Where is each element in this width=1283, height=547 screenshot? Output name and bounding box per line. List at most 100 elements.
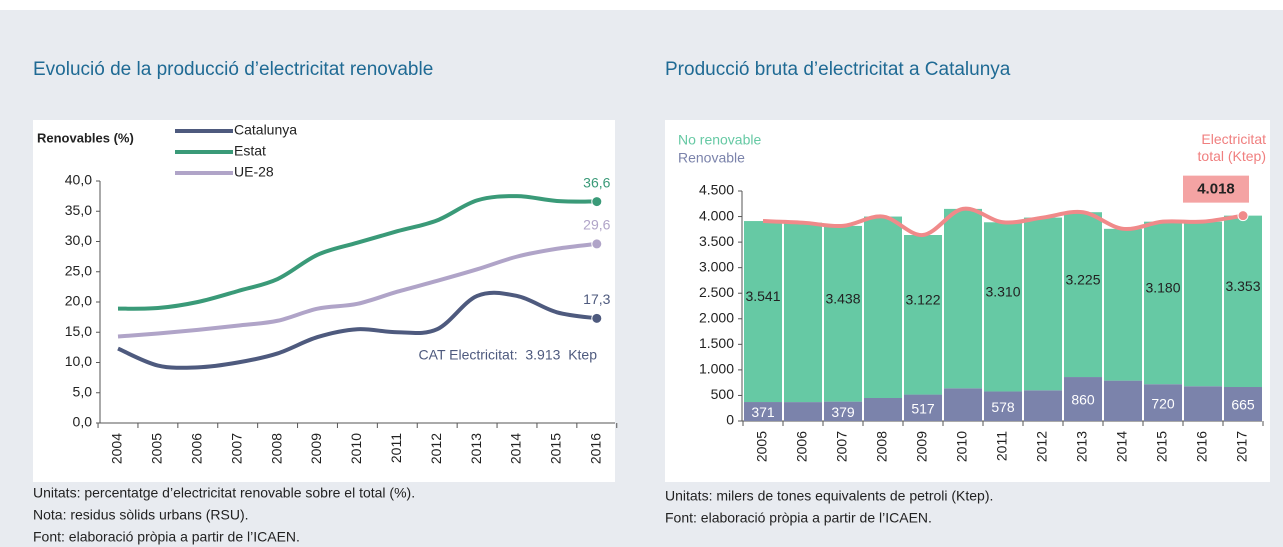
panel <box>33 120 615 482</box>
x-tick-label: 2006 <box>794 431 810 462</box>
x-tick-label: 2004 <box>109 433 125 464</box>
y-tick-label: 30,0 <box>65 232 92 248</box>
y-tick-label: 1.500 <box>699 335 734 351</box>
bar <box>984 391 1022 421</box>
x-tick-label: 2009 <box>308 433 324 464</box>
x-tick-label: 2014 <box>1114 431 1130 462</box>
data-label: 379 <box>831 404 855 420</box>
bar <box>944 388 982 421</box>
point <box>591 196 603 208</box>
bar <box>904 235 942 395</box>
y-tick-label: 0 <box>726 412 734 428</box>
bar <box>904 394 942 421</box>
line <box>117 290 598 370</box>
bar <box>1224 387 1262 421</box>
bar <box>744 221 782 403</box>
x-tick-label: 2006 <box>189 433 205 464</box>
bar <box>784 402 822 421</box>
y-tick-label: 4.500 <box>699 182 734 198</box>
bar <box>1224 215 1262 388</box>
footnote: Font: elaboració pròpia a partir de l’IC… <box>665 510 932 526</box>
bar <box>824 225 862 402</box>
footnote: Unitats: milers de tones equivalents de … <box>665 488 993 504</box>
y-tick-label: 1.000 <box>699 361 734 377</box>
y-tick-label: 3.000 <box>699 258 734 274</box>
annotation: CAT Electricitat: 3.913 Ktep <box>419 347 598 363</box>
data-label: 3.180 <box>1145 280 1180 296</box>
data-label: 3.438 <box>825 290 860 306</box>
data-label: 17,3 <box>583 291 610 307</box>
x-tick-label: 2013 <box>468 433 484 464</box>
bar <box>1104 380 1142 421</box>
data-label: 36,6 <box>583 174 610 190</box>
bar <box>1024 217 1062 391</box>
data-label: 29,6 <box>583 217 610 233</box>
x-tick-label: 2014 <box>508 433 524 464</box>
y-tick-label: 2.500 <box>699 284 734 300</box>
data-label: 3.225 <box>1065 271 1100 287</box>
bar <box>1184 386 1222 421</box>
x-tick-label: 2013 <box>1074 431 1090 462</box>
data-label: 720 <box>1151 395 1175 411</box>
bar <box>1184 221 1222 387</box>
bar <box>864 398 902 421</box>
chart-title: Evolució de la producció d’electricitat … <box>33 59 433 80</box>
data-label: 578 <box>991 399 1015 415</box>
line <box>117 194 597 311</box>
point <box>591 238 603 250</box>
bar <box>824 401 862 421</box>
x-tick-label: 2011 <box>388 433 404 463</box>
x-tick-label: 2016 <box>1194 431 1210 462</box>
bar <box>1144 384 1182 421</box>
x-tick-label: 2008 <box>268 433 284 464</box>
x-tick-label: 2007 <box>834 431 850 462</box>
line-legend: Electricitat total (Ktep) <box>1197 131 1266 164</box>
data-label: 3.310 <box>985 284 1020 300</box>
y-tick-label: 40,0 <box>65 172 92 188</box>
x-tick-label: 2010 <box>954 431 970 462</box>
y-tick-label: 15,0 <box>65 323 92 339</box>
x-tick-label: 2015 <box>548 433 564 464</box>
bar <box>944 208 982 389</box>
data-label: 371 <box>751 404 775 420</box>
y-tick-label: 10,0 <box>65 353 92 369</box>
x-tick-label: 2012 <box>428 433 444 464</box>
bar <box>984 222 1022 392</box>
bar <box>1144 221 1182 385</box>
bar <box>1064 377 1102 421</box>
y-tick-label: 4.000 <box>699 207 734 223</box>
line <box>117 241 598 339</box>
x-tick-label: 2005 <box>149 433 165 464</box>
data-label: 860 <box>1071 392 1095 408</box>
y-axis-label: Renovables (%) <box>37 130 134 145</box>
legend-label: No renovable <box>678 132 761 148</box>
legend-label: Estat <box>234 143 266 159</box>
bar <box>784 222 822 403</box>
legend-label: Catalunya <box>234 122 297 138</box>
footnote: Unitats: percentatge d’electricitat reno… <box>33 485 415 501</box>
data-label: 517 <box>911 400 935 416</box>
data-label: 3.353 <box>1225 278 1260 294</box>
x-tick-label: 2007 <box>228 433 244 464</box>
footnote: Nota: residus sòlids urbans (RSU). <box>33 507 249 523</box>
y-tick-label: 500 <box>711 386 735 402</box>
y-tick-label: 5,0 <box>73 383 93 399</box>
bar <box>1104 228 1142 381</box>
legend-label: UE-28 <box>234 164 274 180</box>
point <box>1237 210 1249 222</box>
footnote: Font: elaboració pròpia a partir de l’IC… <box>33 529 300 545</box>
data-label: 3.541 <box>745 288 780 304</box>
y-tick-label: 35,0 <box>65 202 92 218</box>
y-tick-label: 3.500 <box>699 233 734 249</box>
x-tick-label: 2011 <box>994 431 1010 461</box>
legend-label: Renovable <box>678 150 745 166</box>
x-tick-label: 2017 <box>1234 431 1250 462</box>
chart-title: Producció bruta d’electricitat a Catalun… <box>665 59 1011 80</box>
data-label: 4.018 <box>1197 181 1235 198</box>
x-tick-label: 2008 <box>874 431 890 462</box>
x-tick-label: 2016 <box>588 433 604 464</box>
y-tick-label: 25,0 <box>65 262 92 278</box>
bar <box>1024 390 1062 421</box>
x-tick-label: 2005 <box>754 431 770 462</box>
